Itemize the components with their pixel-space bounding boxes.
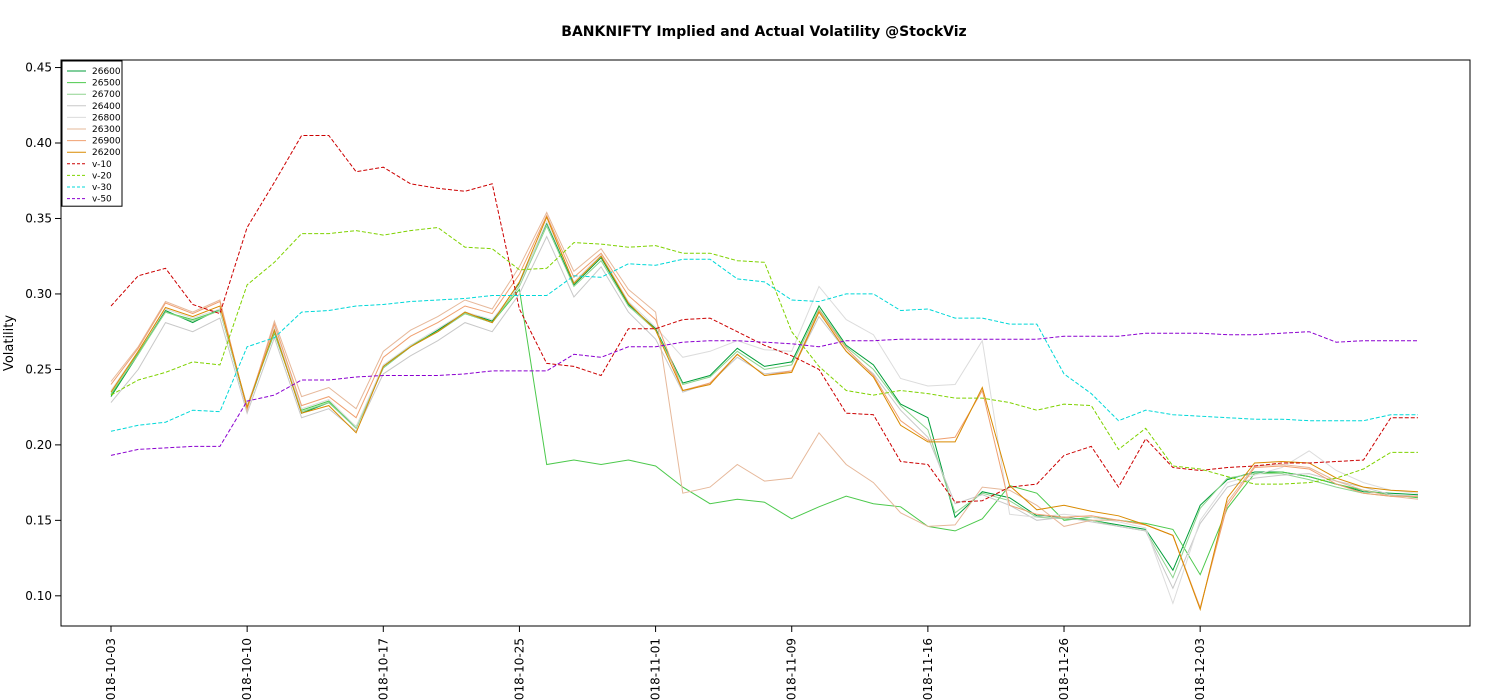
x-tick-label: 2018-11-26 bbox=[1057, 638, 1071, 700]
x-tick-label: 2018-10-17 bbox=[376, 638, 390, 700]
x-tick-label: 2018-10-03 bbox=[104, 638, 118, 700]
series-line-v-20 bbox=[110, 226, 1418, 485]
series-layer bbox=[110, 135, 1419, 612]
legend-label: 26700 bbox=[92, 90, 121, 100]
legend-label: v-10 bbox=[92, 160, 112, 170]
y-tick-label: 0.20 bbox=[25, 438, 52, 452]
legend-label: 26300 bbox=[92, 125, 121, 135]
legend-label: 26500 bbox=[92, 79, 121, 89]
legend-label: 26200 bbox=[92, 148, 121, 158]
y-axis: 0.10 0.15 0.20 0.25 0.30 0.35 0.40 0.45 bbox=[25, 61, 61, 603]
chart-title: BANKNIFTY Implied and Actual Volatility … bbox=[561, 24, 966, 40]
x-axis: 2018-10-03 2018-10-10 2018-10-17 2018-10-25… bbox=[104, 626, 1207, 700]
y-tick-label: 0.35 bbox=[25, 211, 52, 225]
legend-label: 26400 bbox=[92, 102, 121, 112]
legend-label: 26800 bbox=[92, 113, 121, 123]
legend-label: 26600 bbox=[92, 67, 121, 77]
series-line-v-30 bbox=[110, 258, 1418, 432]
y-tick-label: 0.30 bbox=[25, 287, 52, 301]
x-tick-label: 2018-11-09 bbox=[785, 638, 799, 700]
x-tick-label: 2018-10-10 bbox=[240, 638, 254, 700]
y-tick-label: 0.40 bbox=[25, 136, 52, 150]
legend-label: v-30 bbox=[92, 183, 112, 193]
y-tick-label: 0.10 bbox=[25, 589, 52, 603]
plot-frame bbox=[60, 59, 1471, 627]
legend-label: v-20 bbox=[92, 171, 112, 181]
legend-label: 26900 bbox=[92, 137, 121, 147]
x-tick-label: 2018-11-16 bbox=[921, 638, 935, 700]
y-tick-label: 0.45 bbox=[25, 61, 52, 75]
series-line-v-10 bbox=[110, 135, 1418, 503]
legend-label: v-50 bbox=[92, 195, 112, 205]
series-line-26800 bbox=[110, 220, 1419, 605]
y-axis-label: Volatility bbox=[2, 315, 17, 371]
y-tick-label: 0.15 bbox=[25, 513, 52, 527]
series-line-26700 bbox=[110, 224, 1418, 579]
y-tick-label: 0.25 bbox=[25, 362, 52, 376]
x-tick-label: 2018-12-03 bbox=[1193, 638, 1207, 700]
series-line-26400 bbox=[110, 235, 1419, 590]
series-line-26200 bbox=[110, 215, 1419, 612]
legend-box bbox=[61, 60, 123, 207]
series-line-v-50 bbox=[110, 331, 1418, 456]
x-tick-label: 2018-10-25 bbox=[512, 638, 526, 700]
series-line-26500 bbox=[110, 288, 1419, 576]
x-tick-label: 2018-11-01 bbox=[649, 638, 663, 700]
